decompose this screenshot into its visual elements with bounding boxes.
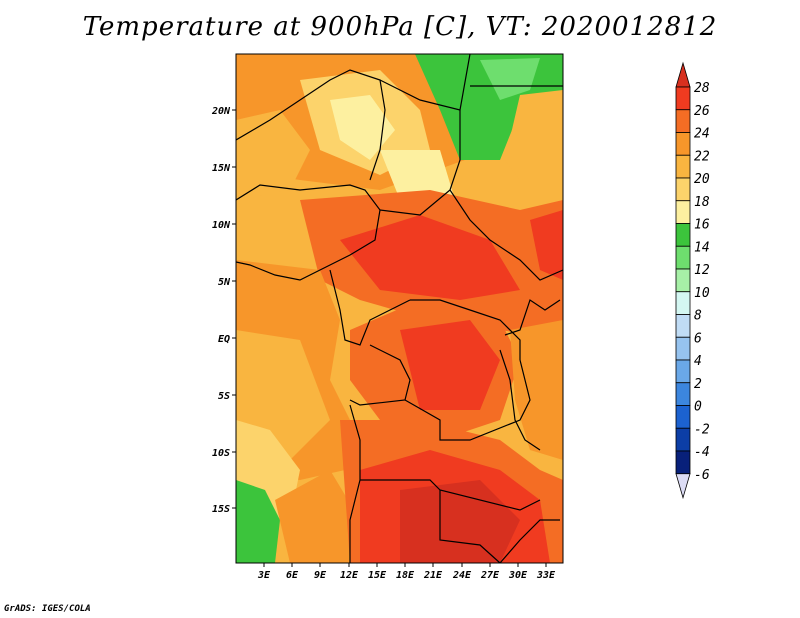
- colorbar-swatch: [675, 245, 691, 270]
- lon-label: 9E: [314, 570, 327, 581]
- colorbar-label: -6: [694, 468, 710, 483]
- colorbar-label: 12: [694, 263, 710, 278]
- lat-label: 5N: [218, 277, 231, 288]
- colorbar-min-arrow: [675, 473, 691, 500]
- colorbar-label: -4: [694, 445, 710, 460]
- colorbar-label: 8: [694, 309, 702, 324]
- map-frame: [235, 53, 564, 564]
- colorbar-label: -2: [694, 422, 710, 437]
- lon-label: 15E: [368, 570, 387, 581]
- lon-label: 33E: [536, 570, 556, 581]
- map-title: Temperature at 900hPa [C], VT: 202001281…: [82, 12, 718, 42]
- lon-label: 6E: [286, 570, 299, 581]
- colorbar-swatch: [675, 132, 691, 156]
- lon-label: 18E: [396, 570, 415, 581]
- colorbar-label: 14: [694, 240, 710, 255]
- colorbar-swatch: [675, 314, 691, 338]
- colorbar-swatch: [675, 405, 691, 429]
- latitude-axis: [232, 109, 236, 509]
- lat-label: 5S: [218, 391, 230, 402]
- lon-label: 27E: [480, 570, 500, 581]
- lon-label: 21E: [423, 570, 443, 581]
- colorbar-label: 6: [694, 331, 702, 346]
- colorbar-label: 18: [694, 195, 710, 210]
- colorbar-label: 4: [694, 354, 702, 369]
- colorbar-label: 26: [694, 104, 710, 119]
- colorbar-label: 20: [694, 172, 710, 187]
- colorbar-swatch: [675, 109, 691, 133]
- lat-label: 20N: [211, 106, 231, 117]
- lat-label: 10S: [212, 448, 230, 459]
- colorbar-swatch: [675, 382, 691, 406]
- colorbar-swatch: [675, 427, 691, 452]
- colorbar-label: 0: [694, 400, 702, 415]
- temperature-field: [236, 54, 563, 563]
- lon-label: 30E: [508, 570, 528, 581]
- lon-label: 3E: [257, 570, 271, 581]
- lon-label: 12E: [340, 570, 359, 581]
- colorbar-label: 16: [694, 218, 710, 233]
- lat-label: EQ: [218, 334, 230, 345]
- lat-label: 15S: [212, 504, 230, 515]
- colorbar-swatch: [675, 268, 691, 293]
- colorbar-label: 24: [694, 127, 710, 142]
- colorbar-swatch: [675, 223, 691, 247]
- country-borders: [236, 54, 563, 563]
- colorbar-swatch: [675, 154, 691, 179]
- colorbar-label: 28: [694, 81, 710, 96]
- colorbar-swatch: [675, 359, 691, 384]
- colorbar-swatch: [675, 86, 691, 111]
- colorbar-swatch: [675, 291, 691, 315]
- colorbar-max-arrow: [675, 61, 691, 88]
- colorbar-swatch: [675, 336, 691, 361]
- colorbar-label: 10: [694, 286, 710, 301]
- colorbar-swatch: [675, 200, 691, 224]
- colorbar-label: 2: [694, 377, 702, 392]
- lat-label: 10N: [212, 220, 231, 231]
- lat-label: 15N: [212, 163, 231, 174]
- grads-credit: GrADS: IGES/COLA: [4, 604, 91, 614]
- colorbar-swatch: [675, 450, 691, 475]
- colorbar-swatch: [675, 177, 691, 202]
- longitude-axis: [263, 563, 547, 567]
- colorbar-label: 22: [694, 149, 710, 164]
- lon-label: 24E: [452, 570, 472, 581]
